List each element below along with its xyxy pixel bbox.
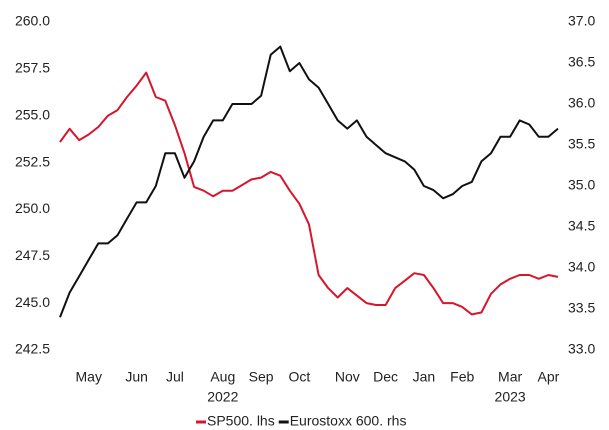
y-tick-label: 247.5	[15, 247, 50, 263]
y2-tick-label: 34.5	[568, 218, 595, 234]
x-tick-label: Aug	[210, 369, 235, 385]
legend-label: SP500. lhs	[207, 413, 275, 429]
y-tick-label: 260.0	[15, 13, 50, 29]
y-tick-label: 242.5	[15, 341, 50, 357]
year-label: 2023	[495, 389, 526, 405]
y2-tick-label: 36.5	[568, 54, 595, 70]
y-tick-label: 255.0	[15, 106, 50, 122]
x-tick-label: Nov	[335, 369, 360, 385]
x-tick-label: Dec	[373, 369, 398, 385]
x-tick-label: May	[76, 369, 102, 385]
x-tick-label: Jul	[166, 369, 184, 385]
x-tick-label: Sep	[249, 369, 274, 385]
y2-tick-label: 33.0	[568, 341, 595, 357]
series-line	[59, 71, 559, 316]
y-tick-label: 252.5	[15, 153, 50, 169]
x-tick-label: Mar	[498, 369, 522, 385]
y2-tick-label: 35.5	[568, 136, 595, 152]
y-tick-label: 250.0	[15, 200, 50, 216]
y2-tick-label: 35.0	[568, 177, 595, 193]
legend-label: Eurostoxx 600. rhs	[290, 413, 407, 429]
x-tick-label: Apr	[538, 369, 560, 385]
y-tick-label: 245.0	[15, 294, 50, 310]
year-label: 2022	[207, 389, 238, 405]
series-line	[59, 45, 559, 318]
y2-tick-label: 34.0	[568, 259, 595, 275]
x-tick-label: Oct	[289, 369, 311, 385]
x-tick-label: Jan	[413, 369, 436, 385]
y2-tick-label: 37.0	[568, 13, 595, 29]
y2-tick-label: 36.0	[568, 95, 595, 111]
x-tick-label: Feb	[450, 369, 474, 385]
y-tick-label: 257.5	[15, 60, 50, 76]
y2-tick-label: 33.5	[568, 300, 595, 316]
x-tick-label: Jun	[125, 369, 148, 385]
